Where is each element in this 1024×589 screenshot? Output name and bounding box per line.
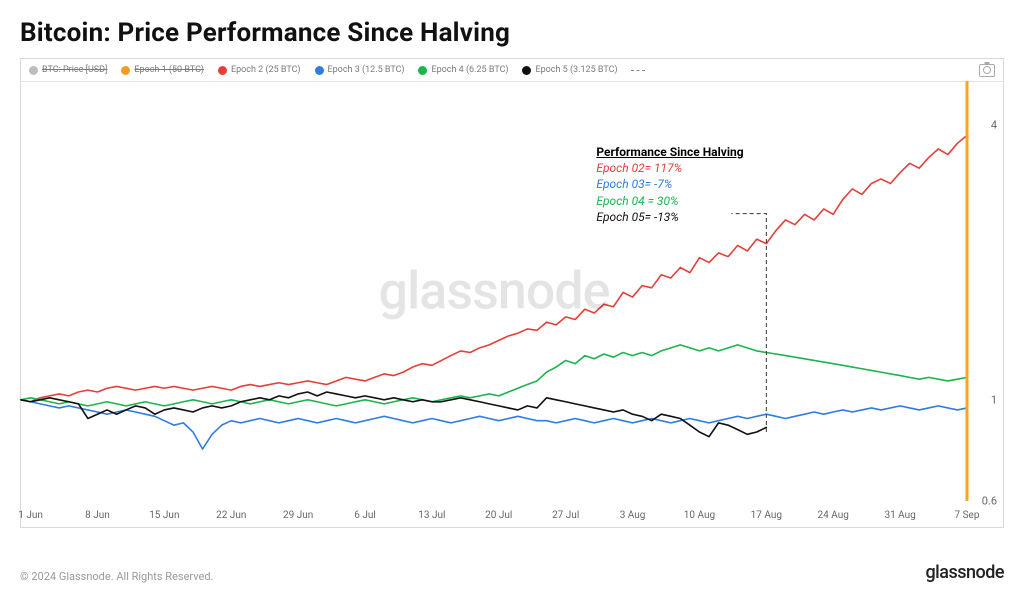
x-tick: 22 Jun [216,510,246,521]
x-tick: 13 Jul [418,510,445,521]
series-line [21,400,967,449]
legend-item[interactable]: Epoch 3 (12.5 BTC) [315,65,405,75]
footer: © 2024 Glassnode. All Rights Reserved. g… [20,562,1004,583]
plot-area: glassnode Performance Since HalvingEpoch… [21,81,967,501]
legend-item[interactable]: BTC: Price [USD] [29,65,107,75]
y-tick: 1 [991,393,997,406]
x-tick: 1 Jun [18,510,43,521]
legend-item[interactable] [631,70,645,71]
x-tick: 31 Aug [884,510,915,521]
camera-icon[interactable] [979,64,995,77]
y-tick: 0.6 [982,495,997,508]
x-tick: 20 Jul [485,510,512,521]
page-root: Bitcoin: Price Performance Since Halving… [0,0,1024,589]
chart-frame: BTC: Price [USD] Epoch 1 (50 BTC) Epoch 2 … [20,58,1004,528]
x-tick: 27 Jul [552,510,579,521]
legend-item[interactable]: Epoch 1 (50 BTC) [121,65,204,75]
legend-bar: BTC: Price [USD] Epoch 1 (50 BTC) Epoch 2 … [21,59,1003,82]
series-line [21,392,766,437]
plot-svg [21,81,967,501]
x-tick: 7 Sep [955,510,980,521]
copyright-text: © 2024 Glassnode. All Rights Reserved. [20,570,213,583]
legend-item[interactable]: Epoch 4 (6.25 BTC) [418,65,508,75]
brand-logo: glassnode [925,562,1004,583]
page-title: Bitcoin: Price Performance Since Halving [20,18,1004,48]
y-axis: 410.6 [969,81,1003,501]
x-tick: 29 Jun [283,510,313,521]
y-tick: 4 [991,119,997,132]
legend-item[interactable]: Epoch 5 (3.125 BTC) [522,65,617,75]
x-tick: 10 Aug [684,510,715,521]
x-tick: 8 Jun [85,510,110,521]
x-tick: 24 Aug [818,510,849,521]
x-axis: 1 Jun 8 Jun 15 Jun 22 Jun 29 Jun 6 Jul 13 Jul 2… [21,503,967,527]
x-tick: 17 Aug [751,510,782,521]
x-tick: 15 Jun [149,510,179,521]
legend-item[interactable]: Epoch 2 (25 BTC) [218,65,301,75]
x-tick: 3 Aug [620,510,646,521]
series-line [21,345,967,406]
x-tick: 6 Jul [354,510,376,521]
